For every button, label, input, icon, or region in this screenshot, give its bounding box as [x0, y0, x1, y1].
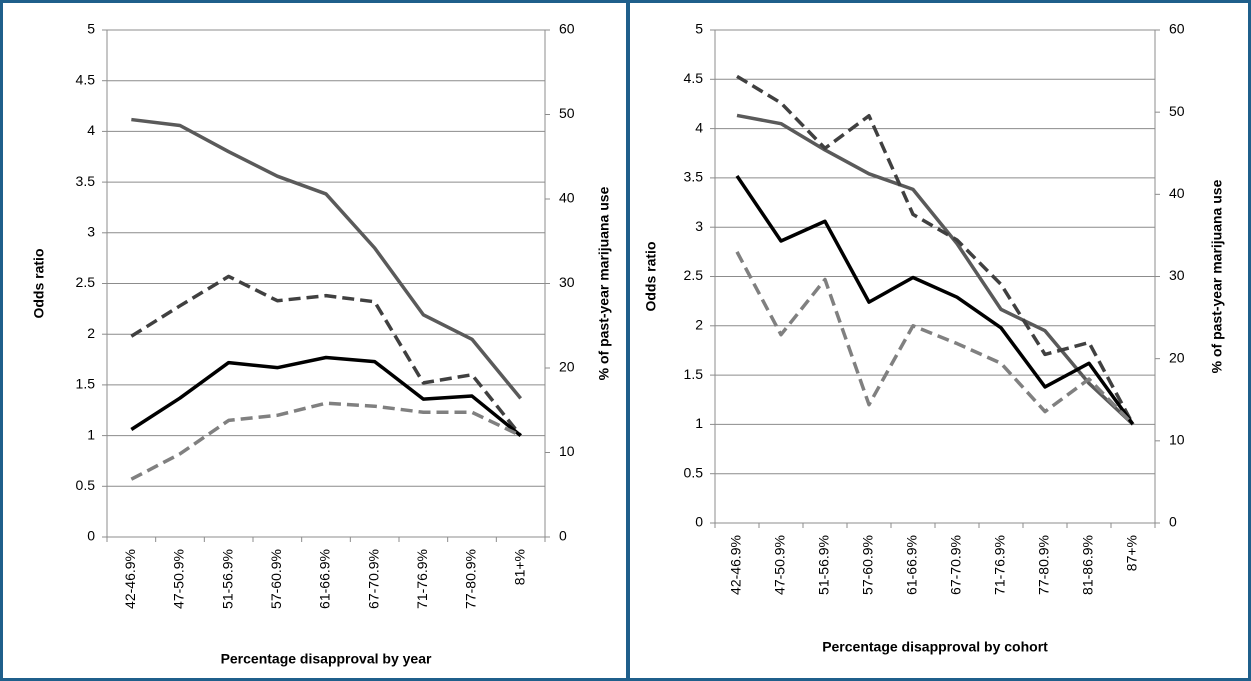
x-tick-label: 57-60.9%	[860, 535, 876, 595]
series-line	[131, 117, 523, 400]
series-line	[735, 174, 1135, 426]
x-tick-label: 77-80.9%	[463, 549, 479, 609]
y2-tick-label: 60	[559, 21, 575, 37]
series-line	[130, 401, 522, 481]
y-tick-label: 5	[87, 21, 95, 37]
y-tick-label: 0	[695, 514, 703, 530]
y-tick-label: 4.5	[684, 70, 704, 86]
y-tick-label: 3.5	[684, 169, 704, 185]
x-tick-label: 61-66.9%	[317, 549, 333, 609]
y2-tick-label: 40	[559, 190, 575, 206]
x-tick-label: 77-80.9%	[1036, 535, 1052, 595]
y-tick-label: 3	[695, 218, 703, 234]
y-tick-label: 5	[695, 21, 703, 37]
x-tick-label: 51-56.9%	[219, 549, 235, 609]
y2-tick-label: 30	[559, 274, 575, 290]
y-tick-label: 2.5	[76, 274, 96, 290]
y2-tick-label: 20	[559, 359, 575, 375]
x-tick-label: 42-46.9%	[728, 535, 744, 595]
series-line	[130, 355, 522, 437]
y-tick-label: 2	[87, 325, 95, 341]
y2-tick-label: 60	[1169, 21, 1185, 37]
x-tick-label: 81+%	[511, 549, 527, 585]
y-tick-label: 4	[695, 119, 703, 135]
y-tick-label: 1	[695, 415, 703, 431]
y-axis-title: Odds ratio	[31, 248, 47, 318]
y-tick-label: 4.5	[76, 71, 96, 87]
x-axis-title: Percentage disapproval by cohort	[822, 639, 1048, 655]
y-tick-label: 0.5	[684, 464, 704, 480]
series-line	[736, 74, 1135, 426]
y2-tick-label: 50	[559, 105, 575, 121]
y-axis-title: Odds ratio	[643, 241, 659, 311]
y2-tick-label: 10	[559, 443, 575, 459]
x-tick-label: 67-70.9%	[948, 535, 964, 595]
x-tick-label: 71-76.9%	[992, 535, 1008, 595]
y2-tick-label: 10	[1169, 432, 1185, 448]
series-line	[736, 113, 1135, 426]
x-tick-label: 61-66.9%	[904, 535, 920, 595]
x-tick-label: 51-56.9%	[816, 535, 832, 595]
x-tick-label: 71-76.9%	[414, 549, 430, 609]
x-tick-label: 81-86.9%	[1080, 535, 1096, 595]
y2-tick-label: 0	[1169, 514, 1177, 530]
y2-tick-label: 50	[1169, 103, 1185, 119]
y-tick-label: 3.5	[76, 173, 96, 189]
y-tick-label: 3	[87, 224, 95, 240]
y2-tick-label: 20	[1169, 349, 1185, 365]
y2-tick-label: 0	[559, 528, 567, 544]
y-tick-label: 0.5	[76, 477, 96, 493]
y-tick-label: 1.5	[684, 366, 704, 382]
y-tick-label: 0	[87, 528, 95, 544]
y-tick-label: 2.5	[684, 267, 704, 283]
y-tick-label: 1	[87, 426, 95, 442]
y-tick-label: 4	[87, 122, 95, 138]
series-line	[735, 251, 1135, 426]
x-tick-label: 47-50.9%	[772, 535, 788, 595]
x-tick-label: 87+%	[1124, 535, 1140, 571]
x-tick-label: 57-60.9%	[268, 549, 284, 609]
y2-tick-label: 30	[1169, 267, 1185, 283]
series-line	[130, 274, 523, 437]
y-tick-label: 1.5	[76, 376, 96, 392]
y-tick-label: 2	[695, 317, 703, 333]
x-axis-title: Percentage disapproval by year	[221, 651, 432, 667]
y2-axis-title: % of past-year marijuana use	[1209, 179, 1225, 373]
x-tick-label: 47-50.9%	[171, 549, 187, 609]
x-tick-label: 42-46.9%	[122, 549, 138, 609]
y2-tick-label: 40	[1169, 185, 1185, 201]
x-tick-label: 67-70.9%	[365, 549, 381, 609]
y2-axis-title: % of past-year marijuana use	[596, 186, 612, 380]
